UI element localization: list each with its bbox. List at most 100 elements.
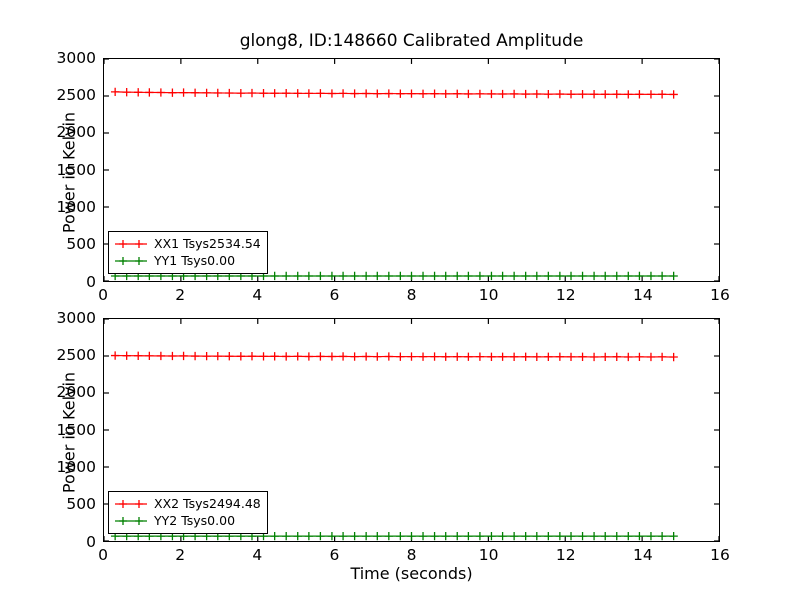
series-marker (475, 89, 485, 99)
series-marker (361, 531, 371, 541)
series-marker (509, 531, 519, 541)
series-marker (316, 352, 325, 361)
series-marker (532, 352, 541, 362)
series-marker (509, 271, 519, 281)
series-marker (213, 88, 222, 98)
series-marker (327, 531, 337, 541)
series-marker (270, 531, 279, 541)
series-marker (282, 352, 291, 361)
y-tick-label: 2500 (56, 345, 96, 364)
series-marker (407, 531, 416, 541)
legend-label: XX1 Tsys2534.54 (154, 236, 261, 251)
series-marker (259, 89, 268, 98)
series-marker (544, 271, 553, 281)
x-axis-tick-labels-top: 0 2 4 6 8 10 12 14 16 (98, 286, 730, 308)
series-marker (236, 352, 246, 361)
series-marker (509, 89, 519, 99)
x-tick-label: 8 (406, 546, 417, 564)
series-marker (578, 352, 587, 361)
series-marker (601, 352, 610, 362)
series-marker (156, 88, 166, 97)
series-marker (396, 531, 405, 541)
series-marker (338, 352, 348, 361)
series-marker (475, 352, 485, 361)
series-marker (407, 271, 416, 281)
series-marker (464, 89, 473, 99)
series-marker (293, 89, 302, 98)
series-marker (475, 271, 485, 281)
y-tick-label: 1500 (56, 420, 96, 439)
legend-label: YY2 Tsys0.00 (154, 513, 236, 528)
series-marker (669, 90, 678, 99)
series-marker (202, 351, 211, 361)
series-marker (487, 531, 496, 541)
x-tick-label: 12 (555, 286, 576, 304)
legend-bottom[interactable]: XX2 Tsys2494.48 YY2 Tsys0.00 (108, 491, 268, 534)
series-marker (498, 271, 507, 281)
series-marker (612, 271, 621, 281)
series-marker (350, 89, 359, 98)
series-marker (646, 531, 656, 541)
y-tick-label: 1500 (56, 160, 96, 179)
series-marker (361, 271, 371, 281)
x-tick-label: 2 (175, 286, 186, 304)
x-tick-label: 14 (633, 546, 653, 564)
data-series (110, 531, 678, 541)
x-tick-label: 6 (329, 546, 340, 564)
legend-top[interactable]: XX1 Tsys2534.54 YY1 Tsys0.00 (108, 231, 268, 274)
series-marker (396, 271, 405, 281)
series-marker (350, 352, 359, 361)
y-tick-label: 2000 (56, 123, 96, 142)
series-marker (236, 88, 246, 98)
series-marker (487, 89, 496, 99)
series-marker (304, 89, 314, 98)
series-marker (304, 352, 314, 361)
series-marker (384, 531, 394, 541)
x-tick-label: 0 (98, 286, 108, 304)
y-tick-label: 2000 (56, 383, 96, 402)
series-marker (475, 531, 485, 541)
series-marker (396, 89, 405, 98)
series-marker (247, 88, 257, 98)
series-marker (122, 87, 131, 97)
series-marker (635, 531, 644, 541)
series-marker (669, 271, 678, 281)
series-marker (373, 531, 382, 541)
x-tick-label: 12 (555, 546, 576, 564)
series-marker (282, 271, 291, 281)
x-tick-label: 14 (633, 286, 653, 304)
series-marker (646, 271, 656, 281)
x-tick-label: 4 (252, 546, 263, 564)
series-marker (646, 90, 656, 99)
series-marker (646, 352, 656, 362)
series-marker (282, 89, 291, 98)
series-marker (555, 352, 565, 361)
series-marker (601, 90, 610, 99)
x-tick-label: 0 (98, 546, 108, 564)
data-series (110, 271, 678, 281)
legend-sample-line (115, 256, 147, 265)
series-marker (134, 88, 143, 97)
series-marker (464, 531, 473, 541)
series-marker (373, 352, 382, 361)
series-marker (532, 531, 541, 541)
series-marker (498, 89, 507, 99)
series-marker (464, 271, 473, 281)
y-tick-label: 2500 (56, 85, 96, 104)
series-marker (418, 531, 428, 541)
series-marker (578, 89, 587, 99)
series-marker (566, 271, 576, 281)
x-tick-label: 16 (710, 546, 730, 564)
series-marker (293, 271, 302, 281)
series-marker (350, 531, 359, 541)
series-marker (361, 352, 371, 361)
y-axis-tick-labels-bottom: 0 500 1000 1500 2000 2500 3000 (33, 310, 96, 549)
series-marker (282, 531, 291, 541)
series-marker (247, 352, 257, 361)
x-tick-label: 4 (252, 286, 263, 304)
series-marker (521, 89, 530, 99)
series-marker (316, 89, 325, 98)
series-marker (407, 352, 416, 361)
series-marker (190, 88, 200, 97)
